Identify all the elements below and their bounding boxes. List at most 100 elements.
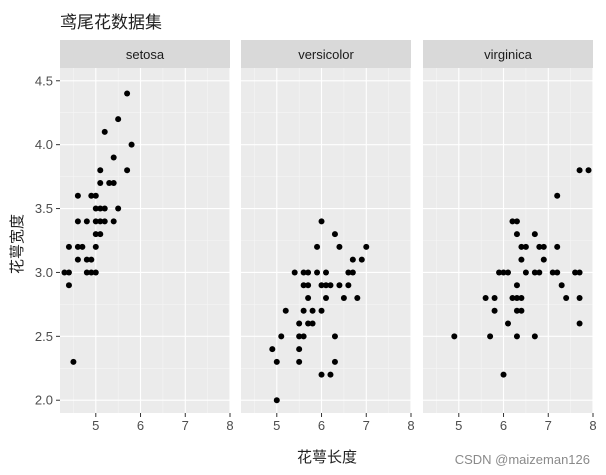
facet-panel-setosa: setosa [60, 40, 231, 413]
data-point [513, 218, 520, 225]
x-tick-label: 8 [589, 418, 596, 433]
data-point [500, 371, 507, 378]
facet-strip-label: virginica [484, 47, 532, 62]
data-point [518, 307, 525, 314]
data-point [282, 307, 289, 314]
data-point [327, 371, 334, 378]
data-point [491, 307, 498, 314]
data-point [531, 231, 538, 238]
data-point [101, 218, 108, 225]
data-point [314, 269, 321, 276]
chart-title: 鸢尾花数据集 [60, 13, 162, 33]
data-point [358, 256, 365, 263]
data-point [291, 269, 298, 276]
data-point [554, 192, 561, 199]
x-tick-label: 6 [318, 418, 325, 433]
data-point [522, 243, 529, 250]
data-point [554, 269, 561, 276]
data-point [513, 307, 520, 314]
x-tick-label: 6 [137, 418, 144, 433]
x-tick-label: 5 [92, 418, 99, 433]
data-point [505, 320, 511, 327]
data-point [65, 243, 72, 250]
facet-strip-label: setosa [126, 47, 165, 62]
data-point [540, 243, 547, 250]
data-point [554, 243, 561, 250]
data-point [305, 320, 312, 327]
data-point [563, 295, 570, 301]
data-point [305, 269, 312, 276]
data-point [97, 231, 104, 238]
data-point [349, 269, 356, 276]
x-tick-label: 8 [407, 418, 414, 433]
data-point [331, 333, 338, 340]
data-point [79, 243, 86, 250]
data-point [70, 358, 77, 365]
data-point [296, 346, 303, 353]
data-point [101, 128, 108, 135]
data-point [576, 295, 583, 301]
data-point [513, 282, 520, 289]
data-point [305, 295, 312, 301]
data-point [92, 269, 99, 276]
data-point [61, 269, 68, 276]
data-point [110, 154, 117, 161]
data-point [576, 167, 583, 174]
data-point [74, 256, 81, 263]
y-axis-label: 花萼宽度 [8, 214, 26, 274]
data-point [323, 295, 329, 301]
data-point [349, 256, 356, 263]
x-tick-label: 7 [545, 418, 552, 433]
data-point [491, 295, 498, 301]
data-point [269, 346, 276, 353]
data-point [496, 269, 503, 276]
data-point [323, 282, 329, 289]
data-point [110, 180, 117, 186]
data-point [531, 333, 538, 340]
data-point [354, 295, 361, 301]
facet-panel-virginica: virginica [423, 40, 594, 413]
data-point [300, 307, 307, 314]
data-point [318, 371, 325, 378]
data-point [300, 333, 307, 340]
data-point [128, 141, 135, 148]
data-point [124, 90, 131, 97]
data-point [576, 269, 583, 276]
data-point [318, 282, 325, 289]
data-point [518, 256, 525, 263]
data-point [273, 358, 280, 365]
data-point [296, 320, 303, 327]
data-point [83, 256, 90, 263]
y-tick-label: 2.0 [35, 393, 53, 408]
data-point [336, 282, 343, 289]
data-point [482, 295, 489, 301]
data-point [518, 295, 525, 301]
data-point [300, 282, 307, 289]
data-point [513, 333, 520, 340]
data-point [92, 205, 99, 212]
data-point [92, 192, 99, 199]
data-point [74, 218, 81, 225]
watermark: CSDN @maizeman126 [454, 452, 590, 467]
facet-strip [423, 40, 593, 68]
data-point [101, 205, 108, 212]
data-point [451, 333, 458, 340]
data-point [327, 282, 334, 289]
data-point [318, 307, 325, 314]
y-tick-label: 2.5 [35, 329, 53, 344]
data-point [540, 256, 547, 263]
data-point [296, 333, 303, 340]
data-point [558, 282, 565, 289]
data-point [500, 269, 507, 276]
facet-panels: setosa versicolor virginica [60, 40, 594, 413]
data-point [576, 320, 583, 327]
x-tick-label: 5 [273, 418, 280, 433]
data-point [509, 295, 516, 301]
y-tick-label: 3.0 [35, 265, 53, 280]
data-point [549, 269, 556, 276]
x-axis-label: 花萼长度 [297, 448, 357, 466]
data-point [318, 218, 325, 225]
data-point [115, 205, 122, 212]
data-point [296, 358, 303, 365]
